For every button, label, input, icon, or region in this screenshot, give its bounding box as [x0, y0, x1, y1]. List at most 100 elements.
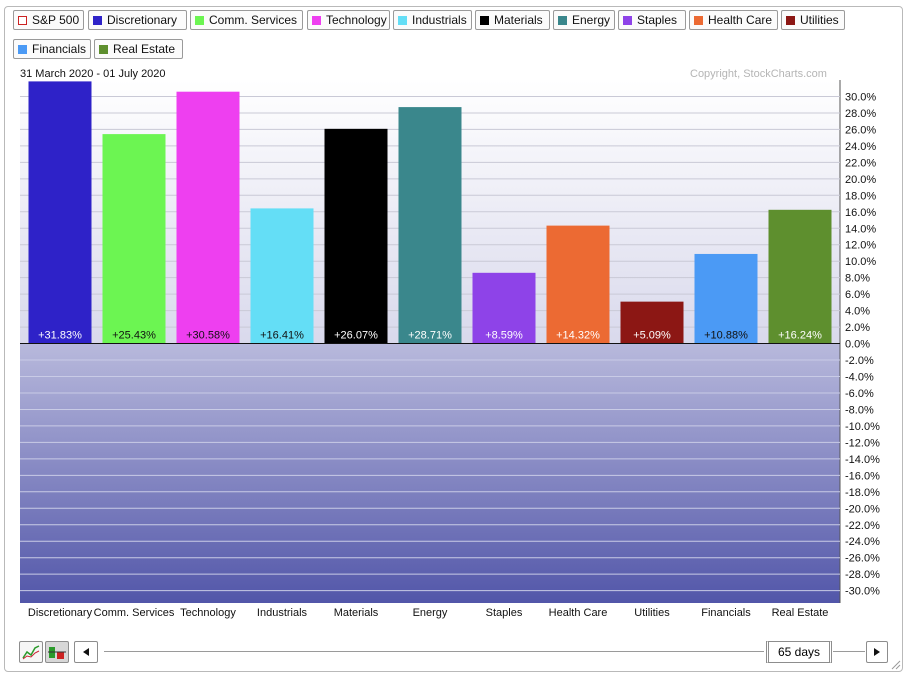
y-tick-label: 0.0%	[845, 339, 870, 351]
legend-label: Staples	[637, 13, 678, 27]
y-tick-label: -10.0%	[845, 421, 880, 433]
x-tick-label: Industrials	[257, 607, 308, 619]
legend-label: Materials	[494, 13, 543, 27]
triangle-left-icon	[83, 648, 89, 656]
x-tick-label: Real Estate	[772, 607, 829, 619]
bar-chart-icon	[48, 647, 66, 659]
date-slider-track-right[interactable]	[833, 651, 865, 652]
legend-item-materials[interactable]: Materials	[475, 10, 550, 30]
bar-materials[interactable]	[324, 128, 388, 344]
resize-grip-icon[interactable]	[891, 660, 901, 670]
y-tick-label: 30.0%	[845, 91, 876, 103]
bar-real-estate[interactable]	[768, 209, 832, 344]
bar-energy[interactable]	[398, 107, 462, 344]
bar-financials[interactable]	[694, 253, 758, 344]
y-tick-label: 22.0%	[845, 157, 876, 169]
y-tick-label: -24.0%	[845, 536, 880, 548]
legend-label: Comm. Services	[209, 13, 298, 27]
x-tick-label: Energy	[413, 607, 448, 619]
y-tick-label: -8.0%	[845, 404, 874, 416]
y-tick-label: -30.0%	[845, 586, 880, 598]
y-tick-label: 8.0%	[845, 273, 870, 285]
x-tick-label: Health Care	[549, 607, 608, 619]
legend-item-comm-services[interactable]: Comm. Services	[190, 10, 303, 30]
bar-utilities[interactable]	[620, 301, 684, 344]
line-chart-icon	[22, 645, 40, 660]
bar-discretionary[interactable]	[28, 81, 92, 344]
y-tick-label: 16.0%	[845, 207, 876, 219]
legend-swatch	[312, 15, 321, 25]
legend-swatch	[18, 44, 27, 54]
y-tick-label: 28.0%	[845, 108, 876, 120]
bar-technology[interactable]	[176, 91, 240, 344]
legend-item-health-care[interactable]: Health Care	[689, 10, 778, 30]
period-slider-handle[interactable]: 65 days	[766, 641, 832, 663]
y-tick-label: 26.0%	[845, 124, 876, 136]
y-tick-label: 24.0%	[845, 141, 876, 153]
scroll-right-button[interactable]	[866, 641, 888, 663]
legend-label: S&P 500	[32, 13, 80, 27]
legend-label: Financials	[32, 42, 87, 56]
x-tick-label: Technology	[180, 607, 236, 619]
y-tick-label: 10.0%	[845, 256, 876, 268]
line-chart-button[interactable]	[19, 641, 43, 663]
legend-label: Health Care	[708, 13, 773, 27]
y-tick-label: 12.0%	[845, 240, 876, 252]
legend-swatch	[623, 15, 632, 25]
legend-item-discretionary[interactable]: Discretionary	[88, 10, 187, 30]
legend-item-s-p-500[interactable]: S&P 500	[13, 10, 84, 30]
bar-value-label: +31.83%	[38, 330, 82, 342]
scroll-left-button[interactable]	[74, 641, 98, 663]
bar-comm-services[interactable]	[102, 134, 166, 344]
legend-swatch	[398, 15, 407, 25]
legend-label: Energy	[572, 13, 611, 27]
legend-item-technology[interactable]: Technology	[307, 10, 390, 30]
legend-swatch	[93, 15, 102, 25]
date-slider-track[interactable]	[104, 651, 764, 652]
x-tick-label: Discretionary	[28, 607, 93, 619]
bar-health-care[interactable]	[546, 225, 610, 344]
bar-value-label: +28.71%	[408, 330, 452, 342]
date-range: 31 March 2020 - 01 July 2020	[20, 68, 166, 80]
y-tick-label: 6.0%	[845, 289, 870, 301]
copyright-notice: Copyright, StockCharts.com	[690, 68, 827, 80]
bar-industrials[interactable]	[250, 208, 314, 344]
x-tick-label: Financials	[701, 607, 751, 619]
legend-item-real-estate[interactable]: Real Estate	[94, 39, 183, 59]
y-tick-label: -22.0%	[845, 520, 880, 532]
y-tick-label: -20.0%	[845, 503, 880, 515]
y-tick-label: 14.0%	[845, 223, 876, 235]
y-tick-label: 2.0%	[845, 322, 870, 334]
x-tick-label: Materials	[334, 607, 379, 619]
legend-label: Real Estate	[113, 42, 176, 56]
y-tick-label: -18.0%	[845, 487, 880, 499]
bar-value-label: +5.09%	[633, 330, 671, 342]
legend-item-industrials[interactable]: Industrials	[393, 10, 472, 30]
legend-swatch	[558, 15, 567, 25]
y-tick-label: 18.0%	[845, 190, 876, 202]
legend-item-utilities[interactable]: Utilities	[781, 10, 845, 30]
bar-value-label: +10.88%	[704, 330, 748, 342]
legend-item-staples[interactable]: Staples	[618, 10, 686, 30]
bar-chart-button[interactable]	[45, 641, 69, 663]
y-tick-label: 20.0%	[845, 174, 876, 186]
x-tick-label: Utilities	[634, 607, 670, 619]
legend-item-financials[interactable]: Financials	[13, 39, 91, 59]
y-tick-label: -28.0%	[845, 569, 880, 581]
legend-swatch	[195, 15, 204, 25]
y-tick-label: -26.0%	[845, 553, 880, 565]
legend-swatch	[480, 15, 489, 25]
y-tick-label: -6.0%	[845, 388, 874, 400]
legend-swatch	[786, 15, 795, 25]
y-tick-label: 4.0%	[845, 306, 870, 318]
x-tick-label: Staples	[486, 607, 523, 619]
legend-label: Industrials	[412, 13, 467, 27]
bar-staples[interactable]	[472, 272, 536, 344]
bar-value-label: +16.24%	[778, 330, 822, 342]
legend-item-energy[interactable]: Energy	[553, 10, 615, 30]
bar-value-label: +30.58%	[186, 330, 230, 342]
y-tick-label: -16.0%	[845, 470, 880, 482]
legend-label: Utilities	[800, 13, 839, 27]
triangle-right-icon	[874, 648, 880, 656]
